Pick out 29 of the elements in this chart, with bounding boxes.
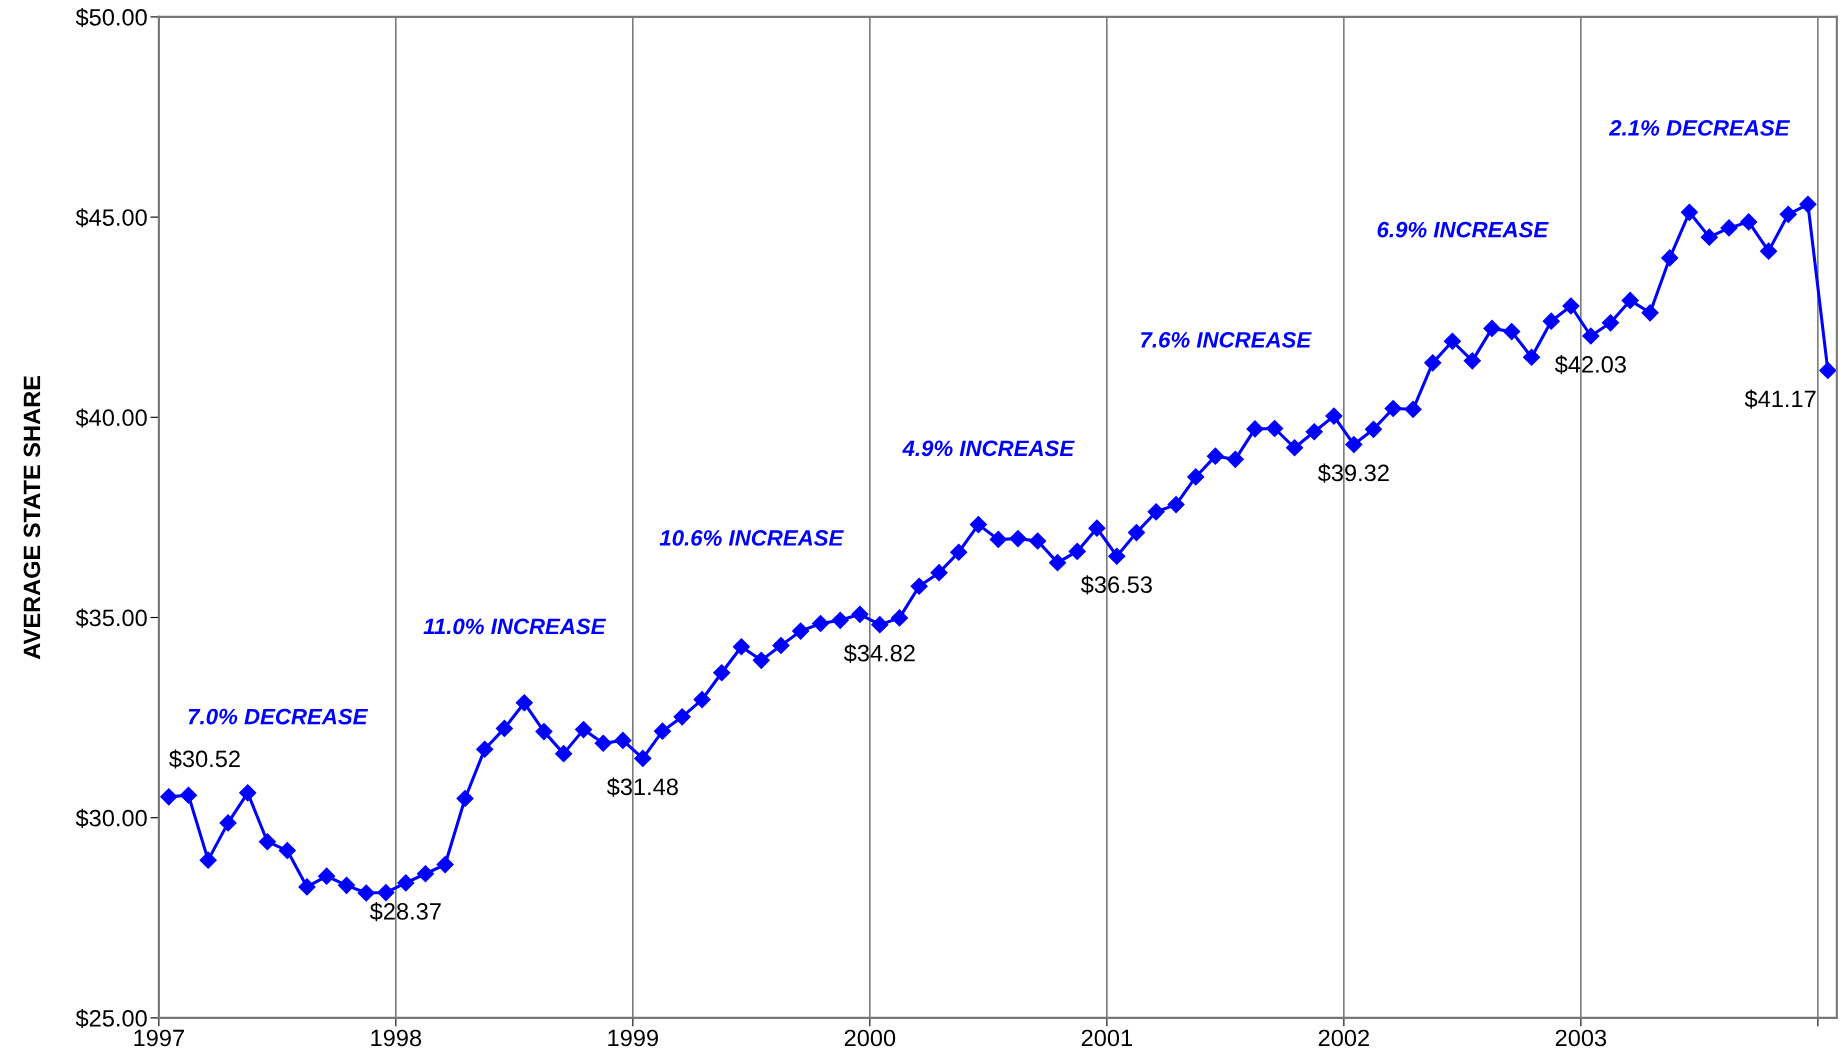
annotation: $34.82 (843, 643, 915, 663)
annotation: $30.52 (169, 749, 240, 769)
x-tick-label: 2001 (1081, 1029, 1132, 1047)
x-tick-label: 1997 (134, 1029, 184, 1047)
annotation: 11.0% INCREASE (423, 618, 607, 635)
y-axis-title: AVERAGE STATE SHARE (23, 375, 41, 660)
annotation: 4.9% INCREASE (902, 440, 1075, 457)
y-tick-label: $50.00 (75, 7, 147, 28)
y-tick-label: $40.00 (75, 408, 147, 428)
annotation: $36.53 (1080, 575, 1152, 595)
y-tick-label: $30.00 (75, 808, 147, 828)
annotation: 6.9% INCREASE (1377, 221, 1549, 238)
x-tick-label: 1998 (371, 1029, 422, 1047)
x-tick-label: 2003 (1555, 1029, 1607, 1047)
annotation: 7.0% DECREASE (188, 708, 369, 725)
x-tick-label: 1999 (608, 1029, 658, 1047)
x-tick-label: 2000 (844, 1029, 896, 1047)
annotation: $31.48 (606, 777, 678, 797)
annotation: $42.03 (1554, 355, 1626, 375)
x-tick-label: 2002 (1318, 1029, 1369, 1047)
annotation: 2.1% DECREASE (1608, 120, 1791, 136)
y-tick-label: $45.00 (75, 208, 147, 228)
annotation: 10.6% INCREASE (659, 530, 844, 546)
annotation: $39.32 (1317, 463, 1389, 483)
annotation: 7.6% INCREASE (1141, 331, 1312, 348)
annotation: $41.17 (1744, 389, 1816, 409)
annotation: $28.37 (369, 902, 441, 922)
y-tick-label: $35.00 (75, 608, 147, 628)
y-tick-label: $25.00 (75, 1008, 147, 1029)
